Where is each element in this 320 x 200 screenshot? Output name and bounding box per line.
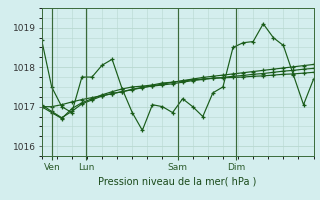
- X-axis label: Pression niveau de la mer( hPa ): Pression niveau de la mer( hPa ): [99, 176, 257, 186]
